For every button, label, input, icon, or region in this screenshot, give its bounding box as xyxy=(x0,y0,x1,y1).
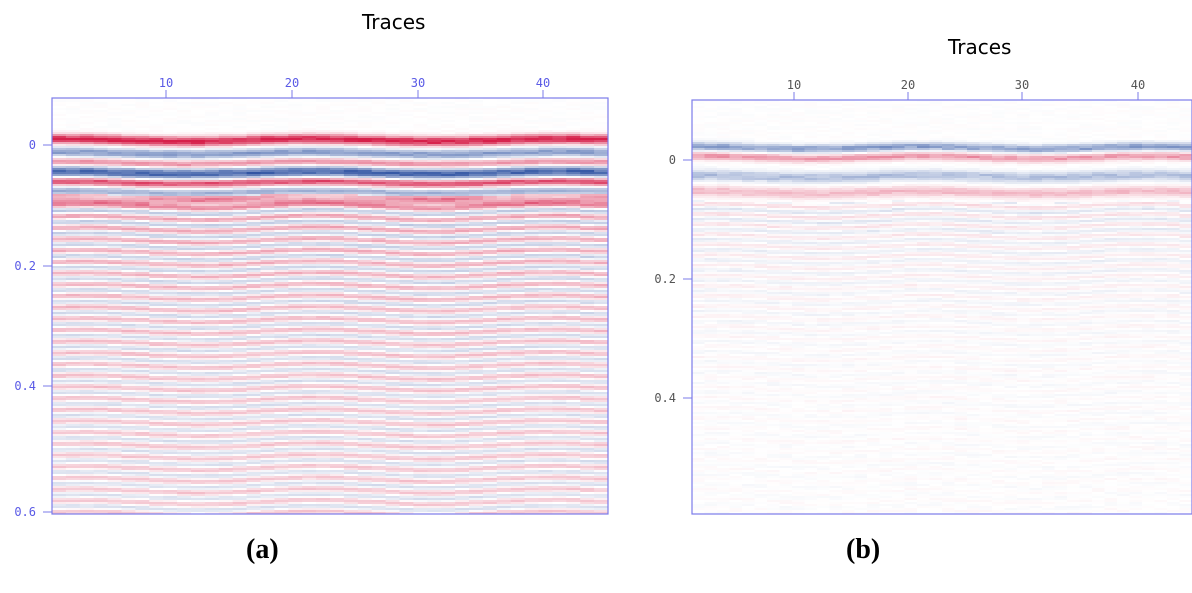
y-tick-label: 0.4 xyxy=(654,391,676,405)
panel-a: 10 20 30 40 0 0.2 0.4 0.6 xyxy=(14,76,609,519)
x-tick-label: 30 xyxy=(1015,78,1029,92)
x-tick-label: 20 xyxy=(901,78,915,92)
x-tick-label: 30 xyxy=(411,76,425,90)
y-tick-label: 0.4 xyxy=(14,379,36,393)
axis-frame xyxy=(51,97,609,515)
seismic-image xyxy=(692,100,1192,514)
x-axis-label-b: Traces xyxy=(948,35,1012,59)
panel-caption-a: (a) xyxy=(246,534,279,565)
x-tick-label: 10 xyxy=(159,76,173,90)
panel-b: 10 20 30 40 0 0.2 0.4 xyxy=(654,78,1192,515)
x-tick-label: 40 xyxy=(1131,78,1145,92)
axis-frame xyxy=(691,99,1192,515)
seismic-image xyxy=(52,98,608,514)
x-axis-label-a: Traces xyxy=(362,10,426,34)
x-tick-label: 20 xyxy=(285,76,299,90)
y-tick-label: 0.2 xyxy=(14,259,36,273)
y-tick-label: 0 xyxy=(29,138,36,152)
y-tick-label: 0 xyxy=(669,153,676,167)
y-tick-label: 0.2 xyxy=(654,272,676,286)
y-tick-label: 0.6 xyxy=(14,505,36,519)
panel-caption-b: (b) xyxy=(846,534,881,565)
x-tick-label: 10 xyxy=(787,78,801,92)
x-tick-label: 40 xyxy=(536,76,550,90)
